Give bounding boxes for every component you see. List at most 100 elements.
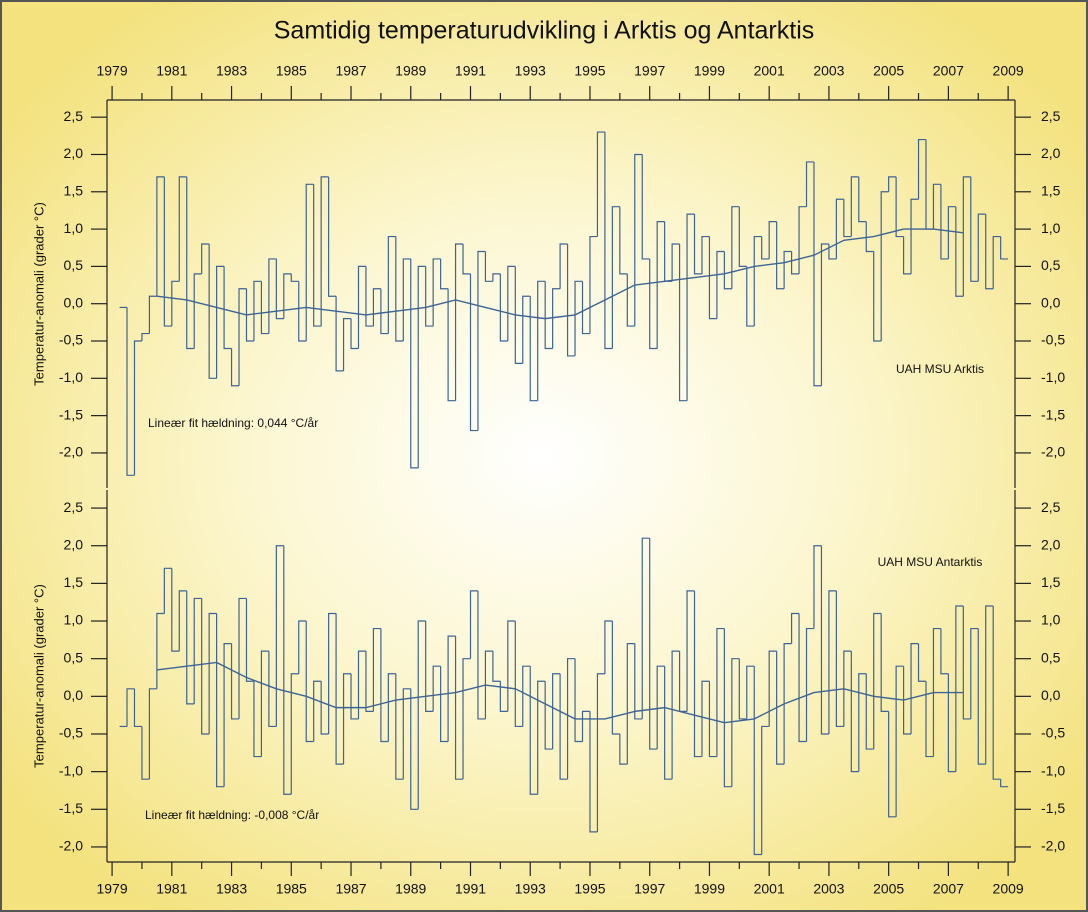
step-segment — [156, 612, 165, 689]
step-segment — [514, 266, 523, 364]
step-segment — [141, 726, 150, 780]
y-tick-label: -2,0 — [59, 444, 83, 460]
step-segment — [253, 681, 262, 758]
step-segment — [395, 236, 404, 342]
step-segment — [440, 258, 449, 290]
y-tick-label: -2,0 — [1041, 444, 1065, 460]
step-segment — [805, 161, 814, 207]
step-segment — [716, 627, 725, 757]
y-tick-label: -2,0 — [59, 838, 83, 854]
step-segment — [477, 250, 486, 431]
step-segment — [238, 288, 247, 386]
step-segment — [902, 236, 912, 275]
step-segment — [828, 590, 837, 734]
y-tick-label: -1,5 — [59, 406, 83, 422]
step-segment — [798, 206, 807, 274]
x-tick-label: 1985 — [276, 63, 307, 79]
x-tick-label: 1999 — [694, 63, 725, 79]
step-segment — [178, 590, 187, 652]
step-segment — [843, 650, 852, 727]
step-segment — [604, 620, 613, 674]
step-segment — [320, 176, 329, 327]
step-segment — [768, 650, 777, 727]
step-segment — [581, 281, 590, 335]
step-segment — [507, 265, 516, 342]
step-segment — [126, 688, 135, 727]
step-segment — [626, 643, 635, 765]
annotation: Lineær fit hældning: 0,044 °C/år — [148, 416, 318, 430]
step-segment — [910, 198, 919, 274]
x-tick-label: 1981 — [156, 63, 187, 79]
step-segment — [768, 221, 777, 259]
step-segment — [843, 199, 852, 238]
step-segment — [970, 176, 979, 282]
x-tick-label: 2005 — [873, 63, 904, 79]
step-segment — [753, 666, 762, 856]
step-segment — [835, 198, 844, 259]
step-segment — [932, 183, 941, 230]
step-segment — [454, 636, 464, 780]
step-segment — [522, 665, 531, 727]
y-tick-label: 2,5 — [64, 108, 84, 124]
step-segment — [350, 318, 359, 350]
step-segment — [552, 288, 561, 349]
step-segment — [917, 643, 926, 682]
step-segment — [723, 251, 732, 290]
step-segment — [417, 620, 426, 810]
step-segment — [977, 628, 986, 765]
step-segment — [559, 673, 568, 780]
step-segment — [619, 733, 628, 765]
step-segment — [813, 545, 822, 629]
step-segment — [469, 590, 478, 659]
step-segment — [163, 567, 172, 614]
step-segment — [634, 643, 643, 720]
step-segment — [410, 688, 419, 810]
step-segment — [313, 184, 322, 327]
y-tick-label: 0,5 — [1041, 257, 1061, 273]
x-tick-label: 2005 — [873, 881, 904, 897]
step-segment — [260, 650, 269, 757]
step-segment — [387, 673, 396, 742]
step-segment — [462, 244, 471, 275]
step-segment — [484, 650, 493, 719]
step-segment — [731, 658, 740, 787]
step-segment — [962, 176, 971, 297]
y-tick-label: 0,0 — [1041, 687, 1061, 703]
step-segment — [589, 711, 598, 833]
step-segment — [171, 568, 180, 652]
y-axis-label: Temperatur-anomali (grader °C) — [31, 584, 46, 768]
step-segment — [499, 681, 508, 712]
step-segment — [201, 243, 210, 274]
step-segment — [828, 244, 837, 260]
step-segment — [260, 281, 269, 335]
x-tick-label: 1983 — [216, 63, 247, 79]
y-tick-label: -0,5 — [59, 332, 83, 348]
y-tick-label: 2,5 — [1041, 499, 1061, 515]
step-segment — [566, 244, 576, 357]
step-segment — [193, 273, 202, 349]
step-segment — [245, 598, 254, 682]
step-segment — [783, 250, 792, 289]
step-segment — [753, 235, 762, 327]
step-segment — [178, 176, 187, 282]
step-segment — [380, 288, 389, 335]
y-tick-label: -1,5 — [1041, 800, 1065, 816]
step-segment — [865, 673, 874, 750]
step-segment — [596, 673, 605, 832]
step-segment — [686, 590, 695, 712]
step-segment — [873, 251, 882, 342]
x-tick-label: 1993 — [515, 63, 546, 79]
x-tick-label: 2007 — [933, 881, 964, 897]
step-segment — [275, 258, 284, 320]
step-segment — [372, 627, 381, 712]
y-tick-label: 0,0 — [64, 687, 84, 703]
step-segment — [888, 711, 897, 818]
step-segment — [790, 612, 800, 644]
y-tick-label: 0,5 — [1041, 649, 1061, 665]
step-segment — [186, 590, 195, 705]
step-segment — [723, 628, 732, 788]
chart-title: Samtidig temperaturudvikling i Arktis og… — [274, 17, 815, 45]
x-tick-label: 1989 — [395, 63, 426, 79]
x-tick-label: 2003 — [813, 63, 844, 79]
step-segment — [477, 590, 486, 720]
